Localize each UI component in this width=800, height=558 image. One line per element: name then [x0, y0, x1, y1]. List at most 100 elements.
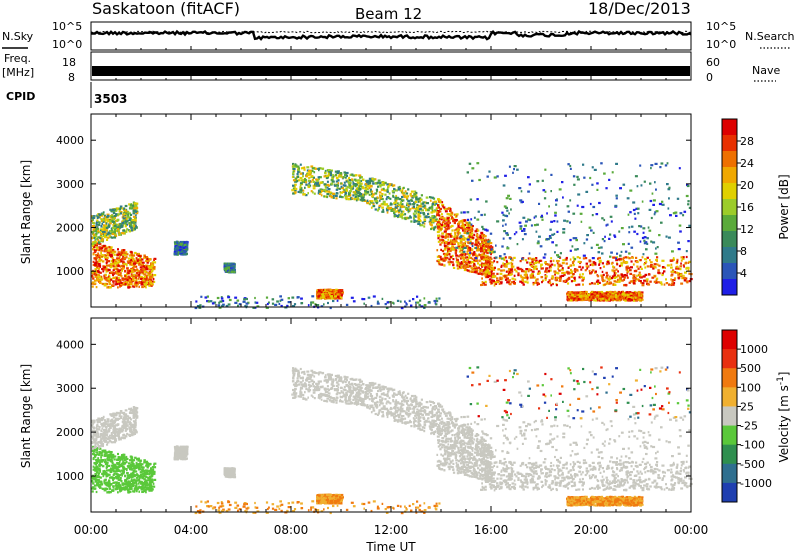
power-cell — [412, 203, 415, 205]
power-cell — [434, 300, 437, 302]
power-cell — [631, 260, 633, 262]
power-cell — [474, 217, 476, 219]
power-cell — [636, 275, 638, 277]
power-cell — [601, 217, 603, 219]
power-cell — [650, 164, 653, 166]
power-cell — [422, 203, 424, 205]
power-cell — [592, 206, 595, 208]
power-cell — [501, 245, 503, 247]
power-cell — [272, 303, 274, 305]
power-cell — [620, 274, 623, 276]
power-cell — [183, 247, 186, 249]
power-cell — [577, 284, 580, 286]
power-cell — [353, 300, 356, 302]
power-cell — [119, 210, 121, 212]
power-cell — [126, 267, 129, 269]
power-cell — [510, 208, 512, 210]
power-cell — [668, 207, 670, 209]
power-cell — [438, 214, 440, 216]
power-cell — [345, 195, 347, 197]
power-cell — [639, 274, 642, 276]
power-cell — [109, 220, 112, 222]
power-cell — [643, 280, 646, 282]
power-cell — [274, 304, 277, 306]
power-cell — [558, 265, 560, 267]
power-cell — [684, 279, 686, 281]
power-cell — [410, 194, 412, 196]
power-cell — [376, 202, 378, 204]
power-cell — [117, 228, 119, 230]
power-cell — [572, 273, 575, 275]
power-cell — [387, 191, 389, 193]
power-cell — [454, 240, 457, 242]
power-cell — [640, 241, 642, 243]
power-cell — [386, 209, 389, 211]
power-cell — [419, 300, 421, 302]
power-cell — [92, 222, 95, 224]
power-cell — [680, 265, 683, 267]
power-cell — [377, 209, 379, 211]
power-cell — [509, 274, 512, 276]
power-cell — [120, 207, 122, 209]
power-cell — [615, 269, 617, 271]
power-cell — [455, 249, 457, 251]
power-cell — [314, 193, 316, 195]
power-cell — [294, 303, 296, 305]
power-cell — [550, 257, 552, 259]
power-cell — [331, 183, 334, 185]
power-cell — [650, 200, 653, 202]
power-cell — [532, 271, 535, 273]
power-cell — [113, 277, 116, 279]
power-cell — [413, 213, 415, 215]
power-cell — [316, 180, 318, 182]
power-cell — [126, 228, 128, 230]
power-cell — [340, 182, 342, 184]
power-cell — [234, 302, 237, 304]
power-cell — [628, 226, 630, 228]
power-cell — [243, 301, 246, 303]
power-cell — [448, 263, 450, 265]
power-cell — [678, 277, 680, 279]
power-cell — [669, 214, 672, 216]
power-cell — [441, 213, 443, 215]
power-cell — [513, 168, 515, 170]
power-cell — [358, 174, 361, 176]
power-cell — [551, 241, 554, 243]
power-cell — [355, 196, 357, 198]
power-cell — [663, 270, 665, 272]
power-cell — [489, 278, 491, 280]
power-cell — [448, 250, 450, 252]
power-cell — [504, 205, 507, 207]
power-cell — [525, 275, 527, 277]
power-cell — [660, 222, 663, 224]
power-cell — [625, 251, 627, 253]
power-cell — [541, 219, 543, 221]
power-cell — [313, 187, 316, 189]
power-cell — [433, 210, 435, 212]
power-cell — [639, 165, 641, 167]
power-cell — [635, 257, 637, 259]
power-cell — [501, 265, 503, 267]
power-cell — [120, 272, 122, 274]
power-cell — [627, 271, 630, 273]
power-cell — [586, 267, 588, 269]
power-cell — [676, 266, 678, 268]
power-cell — [100, 233, 103, 235]
power-cell — [461, 254, 463, 256]
power-cell — [118, 233, 121, 235]
power-cell — [421, 194, 423, 196]
power-cell — [552, 283, 554, 285]
power-cell — [136, 275, 139, 277]
power-cell — [467, 239, 470, 241]
power-cell — [120, 225, 122, 227]
power-cell — [384, 182, 387, 184]
power-cell — [439, 208, 442, 210]
power-cell — [454, 222, 456, 224]
power-cell — [308, 180, 310, 182]
power-cell — [499, 283, 501, 285]
power-cell — [409, 300, 411, 302]
power-cell — [622, 258, 624, 260]
power-cell — [106, 227, 109, 229]
power-cell — [371, 200, 374, 202]
power-cell — [543, 257, 546, 259]
